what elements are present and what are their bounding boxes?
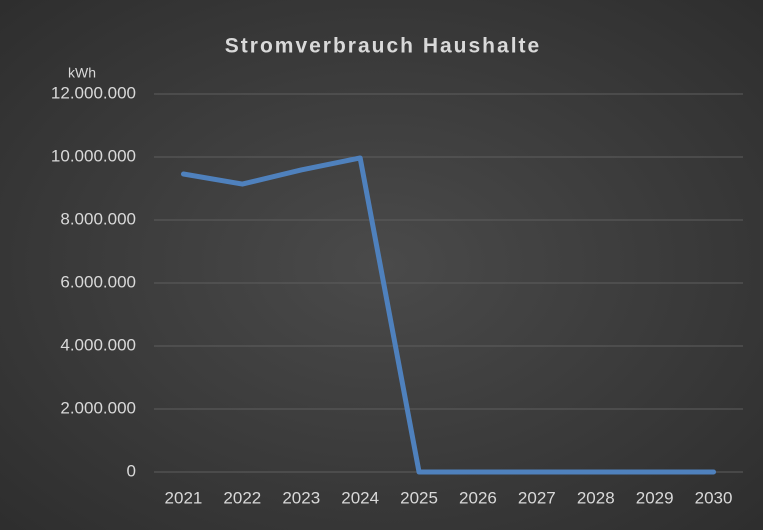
y-tick-label: 6.000.000 [60,272,136,291]
x-tick-label: 2021 [165,488,203,507]
x-tick-label: 2029 [636,488,674,507]
line-series [180,155,717,475]
x-tick-label: 2027 [518,488,556,507]
x-tick-label: 2024 [341,488,379,507]
x-tick-label: 2023 [282,488,320,507]
chart-title: Stromverbrauch Haushalte [225,35,541,58]
y-tick-label: 10.000.000 [51,146,136,165]
y-tick-label: 12.000.000 [51,83,136,102]
x-tick-label: 2026 [459,488,497,507]
y-tick-label: 2.000.000 [60,398,136,417]
x-tick-label: 2025 [400,488,438,507]
x-tick-label: 2028 [577,488,615,507]
y-axis-label: kWh [68,65,96,81]
y-tick-label: 0 [127,461,136,480]
y-tick-label: 8.000.000 [60,209,136,228]
x-tick-label: 2030 [695,488,733,507]
y-tick-label: 4.000.000 [60,335,136,354]
x-tick-label: 2022 [223,488,261,507]
